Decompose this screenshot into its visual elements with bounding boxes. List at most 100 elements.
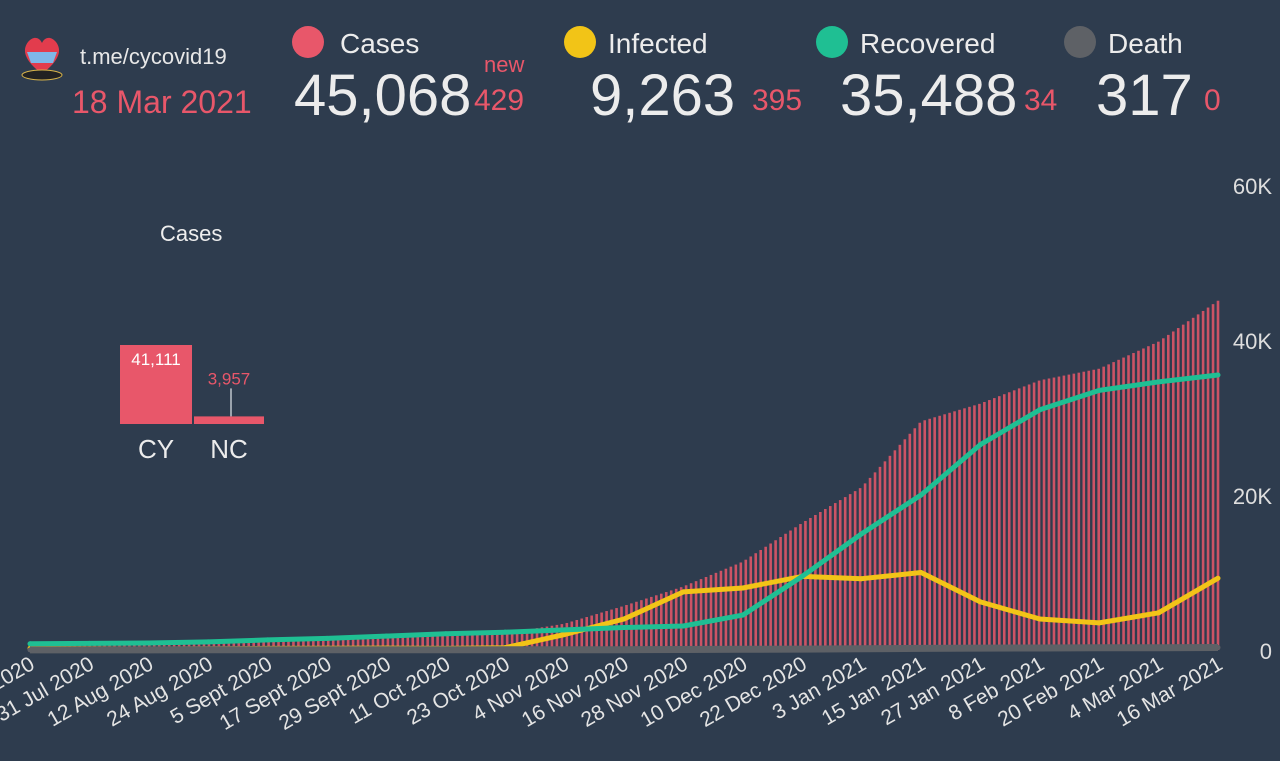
- cases-bar: [356, 636, 360, 650]
- cases-bar: [714, 572, 718, 650]
- cases-bar: [694, 581, 698, 650]
- cases-bar: [1107, 364, 1110, 650]
- death-point: [443, 647, 449, 653]
- cases-bar: [302, 638, 305, 650]
- cases-bar: [401, 636, 405, 650]
- cases-bar: [162, 641, 166, 650]
- cases-bar: [128, 641, 131, 650]
- cases-bar: [888, 455, 892, 650]
- cases-bar: [988, 400, 991, 650]
- cases-bar: [799, 524, 802, 650]
- cases-bar: [152, 641, 156, 650]
- cases-bar: [779, 537, 782, 650]
- cases-bar: [1042, 379, 1046, 650]
- death-point: [86, 647, 92, 653]
- cases-bar: [575, 619, 579, 650]
- cases-bar: [1147, 346, 1150, 650]
- cases-bar: [953, 411, 956, 650]
- cases-bar: [958, 409, 961, 650]
- cases-bar: [262, 639, 265, 650]
- cases-bar: [436, 635, 439, 650]
- cases-bar: [1186, 321, 1190, 650]
- cases-bar: [93, 641, 96, 650]
- y-tick-label: 40K: [1233, 329, 1272, 354]
- cases-bar: [883, 461, 887, 650]
- cases-delta: 429: [474, 84, 525, 117]
- cases-bar: [848, 494, 852, 650]
- y-tick-label: 60K: [1233, 174, 1272, 199]
- cases-bar: [1201, 310, 1205, 650]
- cases-bar: [943, 414, 946, 650]
- cases-bar: [461, 634, 464, 650]
- y-tick-label: 20K: [1233, 484, 1272, 509]
- cases-bar: [928, 418, 931, 650]
- cases-bar: [739, 562, 743, 650]
- cases-bar: [307, 638, 310, 650]
- death-point: [502, 647, 508, 653]
- cases-bar: [282, 638, 285, 650]
- cases-bar: [923, 420, 927, 650]
- infected-point: [740, 585, 746, 591]
- cases-bar: [1191, 317, 1195, 650]
- death-point: [859, 646, 865, 652]
- cases-bar: [853, 491, 857, 650]
- cases-bar: [381, 636, 385, 650]
- cases-bar: [147, 641, 151, 650]
- cases-bar: [1206, 307, 1210, 650]
- cases-bar: [1127, 355, 1130, 650]
- cases-bar: [1097, 368, 1101, 650]
- cases-bar: [431, 635, 434, 650]
- infected-point: [859, 576, 865, 582]
- infected-point: [562, 632, 568, 637]
- infected-legend-dot: [564, 26, 596, 58]
- cases-bar: [336, 637, 340, 650]
- cases-bar: [1037, 380, 1041, 650]
- cases-bar: [1102, 366, 1105, 650]
- cases-bars: [28, 300, 1220, 650]
- cases-bar: [993, 398, 996, 650]
- cases-bar: [103, 641, 106, 650]
- cases-bar: [1052, 377, 1056, 650]
- inset-bar-nc: [194, 416, 264, 424]
- cases-legend-dot: [292, 26, 324, 58]
- cases-bar: [287, 638, 290, 650]
- channel-link[interactable]: t.me/cycovid19: [80, 44, 227, 69]
- cases-bar: [441, 634, 444, 650]
- cases-bar: [376, 636, 380, 650]
- cases-bar: [570, 621, 574, 650]
- recovered-point: [383, 633, 389, 639]
- cases-bar: [819, 512, 822, 650]
- recovered-point: [621, 625, 627, 631]
- infected-point: [1037, 616, 1043, 622]
- cases-bar: [1122, 357, 1125, 650]
- cases-bar: [83, 641, 86, 650]
- cases-bar: [804, 520, 807, 650]
- cases-bar: [963, 408, 966, 650]
- cases-bar: [1007, 392, 1011, 650]
- cases-bar: [719, 570, 723, 650]
- cases-bar: [98, 641, 101, 650]
- cases-bar: [272, 638, 275, 650]
- cases-value: 45,068: [294, 63, 472, 128]
- cases-bar: [172, 641, 176, 650]
- cases-bar: [968, 406, 971, 650]
- cases-bar: [247, 639, 251, 650]
- death-point: [977, 645, 983, 651]
- recovered-point: [680, 623, 686, 629]
- cases-bar: [167, 641, 171, 650]
- cases-bar: [366, 636, 370, 650]
- recovered-point: [265, 637, 271, 643]
- new-tag: new: [484, 52, 525, 77]
- recovered-point: [205, 639, 211, 645]
- recovered-point: [443, 631, 449, 637]
- cases-bar: [590, 615, 593, 650]
- inset-category-label: CY: [138, 434, 174, 464]
- death-delta: 0: [1204, 84, 1221, 117]
- cases-bar: [784, 533, 787, 650]
- cases-bar: [918, 422, 922, 650]
- y-tick-label: 0: [1260, 639, 1272, 664]
- cases-bar: [1216, 300, 1220, 650]
- cases-bar: [1176, 328, 1180, 650]
- cases-bar: [396, 636, 400, 650]
- death-point: [562, 647, 568, 653]
